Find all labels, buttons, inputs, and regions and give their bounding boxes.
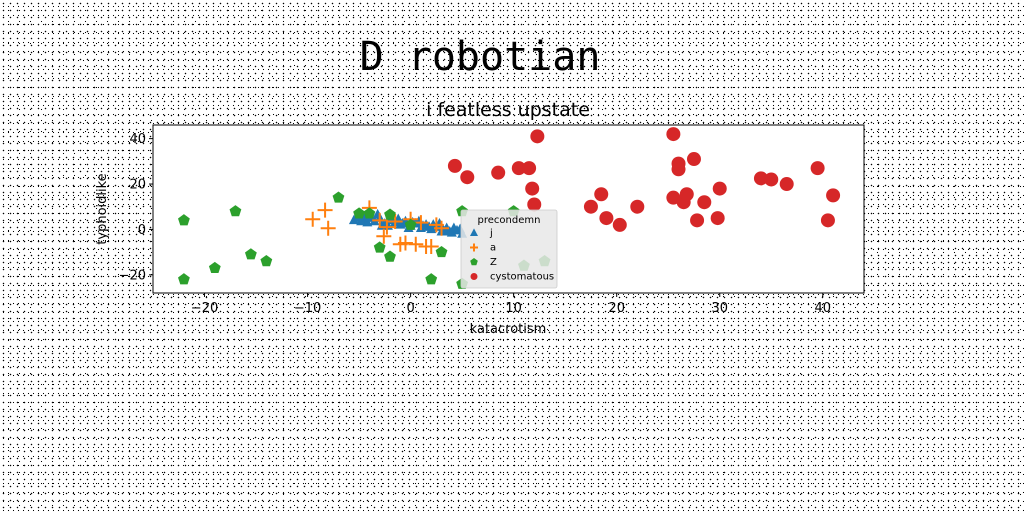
data-point bbox=[363, 207, 376, 219]
data-point bbox=[530, 129, 545, 144]
data-point bbox=[697, 195, 712, 210]
data-point bbox=[320, 220, 336, 236]
data-point bbox=[712, 181, 727, 196]
data-point bbox=[630, 199, 645, 214]
data-point bbox=[666, 127, 681, 142]
data-point bbox=[387, 213, 403, 229]
data-point bbox=[353, 207, 365, 219]
data-point bbox=[522, 161, 537, 176]
data-point bbox=[408, 236, 424, 252]
data-point bbox=[397, 218, 408, 228]
y-tick-label: 20 bbox=[129, 178, 146, 193]
legend-marker bbox=[470, 228, 478, 236]
data-point bbox=[612, 217, 627, 232]
data-point bbox=[448, 222, 459, 233]
data-point bbox=[764, 172, 779, 187]
data-point bbox=[779, 177, 794, 192]
legend-marker bbox=[470, 243, 478, 252]
data-point bbox=[178, 214, 190, 226]
data-point bbox=[384, 250, 396, 262]
data-point bbox=[372, 212, 388, 228]
data-point bbox=[527, 197, 542, 212]
x-tick-label: 10 bbox=[505, 301, 522, 316]
data-point bbox=[690, 213, 705, 228]
data-point bbox=[810, 161, 825, 176]
x-tick-label: 20 bbox=[608, 301, 625, 316]
data-point bbox=[178, 273, 190, 285]
data-point bbox=[491, 165, 506, 180]
x-ticks: −20 −10 0 10 20 30 40 bbox=[191, 293, 831, 316]
data-point bbox=[423, 238, 439, 254]
data-point bbox=[379, 219, 395, 235]
data-point bbox=[710, 211, 725, 226]
x-tick-label: 40 bbox=[815, 301, 832, 316]
data-point bbox=[671, 162, 686, 177]
legend-box bbox=[460, 209, 558, 289]
series-3 bbox=[447, 127, 841, 232]
data-point bbox=[425, 273, 438, 285]
y-ticks: −20 0 20 40 bbox=[119, 132, 153, 283]
x-tick-label: 30 bbox=[711, 301, 728, 316]
x-tick-label: −10 bbox=[294, 301, 321, 316]
legend-label: Z bbox=[490, 257, 497, 268]
x-tick-label: 0 bbox=[406, 301, 414, 316]
data-point bbox=[208, 261, 221, 274]
y-tick-label: 0 bbox=[138, 223, 146, 238]
data-point bbox=[447, 158, 462, 173]
data-point bbox=[305, 211, 321, 227]
legend-entry: Z bbox=[470, 257, 497, 268]
data-point bbox=[511, 161, 526, 176]
y-tick-label: 40 bbox=[129, 132, 146, 147]
data-point bbox=[525, 181, 540, 196]
plot-frame bbox=[152, 124, 865, 294]
data-point bbox=[373, 241, 386, 253]
data-point bbox=[460, 170, 475, 185]
data-point bbox=[594, 187, 609, 202]
legend-entry: a bbox=[470, 243, 496, 254]
data-point bbox=[583, 199, 598, 214]
data-point bbox=[434, 220, 450, 236]
legend-entry: j bbox=[470, 228, 493, 239]
data-point bbox=[404, 218, 417, 230]
data-point bbox=[753, 171, 768, 186]
data-point bbox=[435, 245, 448, 258]
legend-label: cystomatous bbox=[490, 272, 554, 283]
data-point bbox=[229, 205, 242, 217]
data-point bbox=[384, 208, 396, 220]
chart-suptitle: D robotian bbox=[360, 34, 601, 80]
x-tick-label: −20 bbox=[191, 301, 218, 316]
legend-entry: cystomatous bbox=[470, 272, 554, 283]
data-point bbox=[317, 202, 333, 218]
data-point bbox=[397, 235, 413, 251]
legend-title: precondemn bbox=[478, 215, 541, 226]
data-point bbox=[826, 188, 841, 203]
points-layer bbox=[178, 127, 841, 289]
legend-label: j bbox=[489, 228, 493, 239]
y-tick-label: −20 bbox=[119, 268, 146, 283]
chart-title: i featless upstate bbox=[426, 99, 590, 121]
data-point bbox=[376, 228, 392, 244]
data-point bbox=[356, 215, 367, 226]
data-point bbox=[820, 213, 835, 228]
y-axis-label: typhoidlike bbox=[95, 173, 110, 244]
legend-marker bbox=[470, 258, 478, 266]
legend-marker bbox=[470, 273, 478, 280]
data-point bbox=[686, 152, 701, 167]
legend-label: a bbox=[490, 243, 496, 254]
x-axis-label: katacrotism bbox=[470, 322, 547, 337]
data-point bbox=[332, 191, 345, 203]
data-point bbox=[244, 248, 257, 260]
data-point bbox=[599, 211, 614, 226]
data-point bbox=[260, 255, 273, 267]
data-point bbox=[679, 187, 694, 202]
